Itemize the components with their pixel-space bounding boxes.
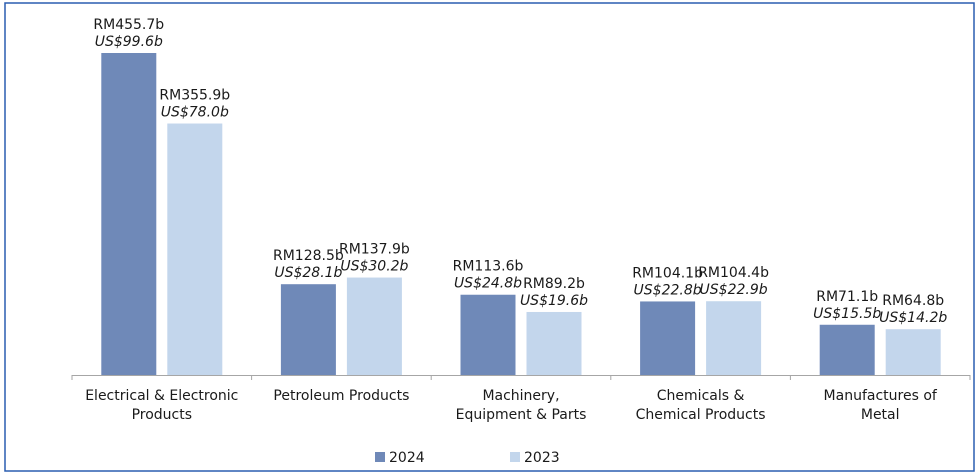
x-tick-label: Electrical & Electronic xyxy=(85,388,238,404)
usd-label: US$99.6b xyxy=(95,34,163,50)
bar xyxy=(280,284,336,375)
bar xyxy=(346,277,402,375)
usd-label: US$15.5b xyxy=(813,306,881,322)
bar xyxy=(885,329,941,375)
value-label: RM71.1b xyxy=(816,289,878,305)
bar xyxy=(167,123,223,376)
usd-label: US$22.8b xyxy=(634,282,702,298)
value-label: RM137.9b xyxy=(339,242,410,258)
bar xyxy=(640,301,696,375)
x-tick-label: Products xyxy=(132,407,192,423)
x-tick-label: Chemical Products xyxy=(636,407,766,423)
bar xyxy=(706,301,762,375)
usd-label: US$22.9b xyxy=(700,282,768,298)
x-tick-label: Machinery, xyxy=(482,388,559,404)
bar xyxy=(460,294,516,375)
value-label: RM104.4b xyxy=(698,265,769,281)
value-label: RM128.5b xyxy=(273,248,344,264)
usd-label: US$78.0b xyxy=(161,105,229,121)
x-tick-label: Equipment & Parts xyxy=(456,407,587,423)
legend-label: 2024 xyxy=(389,450,425,466)
value-label: RM355.9b xyxy=(159,88,230,104)
legend-label: 2023 xyxy=(524,450,560,466)
legend-swatch xyxy=(510,452,520,462)
usd-label: US$28.1b xyxy=(274,265,342,281)
value-label: RM89.2b xyxy=(523,276,585,292)
usd-label: US$24.8b xyxy=(454,276,522,292)
bar xyxy=(819,324,875,375)
value-label: RM113.6b xyxy=(453,259,524,275)
x-tick-label: Metal xyxy=(861,407,900,423)
x-tick-label: Petroleum Products xyxy=(273,388,409,404)
usd-label: US$19.6b xyxy=(520,293,588,309)
bar xyxy=(526,311,582,375)
chart-border xyxy=(4,2,975,472)
usd-label: US$14.2b xyxy=(879,310,947,326)
bar xyxy=(101,53,157,375)
value-label: RM64.8b xyxy=(882,293,944,309)
value-label: RM455.7b xyxy=(93,17,164,33)
x-tick-label: Chemicals & xyxy=(657,388,745,404)
x-tick-label: Manufactures of xyxy=(824,388,938,404)
usd-label: US$30.2b xyxy=(340,259,408,275)
value-label: RM104.1b xyxy=(632,265,703,281)
legend-swatch xyxy=(375,452,385,462)
